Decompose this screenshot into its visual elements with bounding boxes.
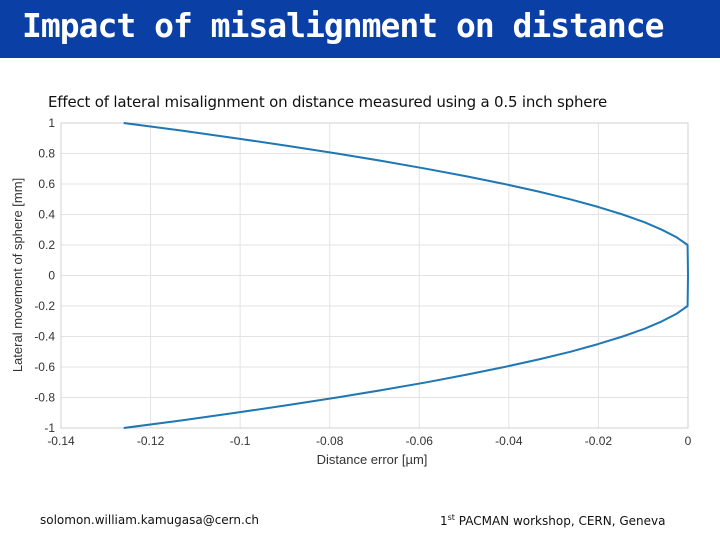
y-tick-label: 0.2 xyxy=(38,238,55,252)
y-tick-label: -0.8 xyxy=(34,391,55,405)
slide-title: Impact of misalignment on distance xyxy=(22,6,665,45)
x-tick-label: -0.12 xyxy=(137,434,165,448)
y-tick-label: -0.4 xyxy=(34,330,55,344)
series-layer xyxy=(123,122,689,429)
title-bar: Impact of misalignment on distance xyxy=(0,0,720,58)
y-tick-label: 0.6 xyxy=(38,177,55,191)
y-tick-label: 1 xyxy=(48,116,55,130)
tick-labels: -0.14 -0.12 -0.1 -0.08 -0.06 -0.04 -0.02 0 -1 -0.… xyxy=(34,116,691,448)
x-tick-label: -0.1 xyxy=(230,434,251,448)
footer-email: solomon.william.kamugasa@cern.ch xyxy=(40,513,260,527)
y-axis-label: Lateral movement of sphere [mm] xyxy=(10,178,25,372)
x-tick-label: -0.14 xyxy=(47,434,75,448)
y-tick-label: 0.8 xyxy=(38,147,55,161)
footer-event: 1st PACMAN workshop, CERN, Geneva xyxy=(440,513,665,528)
x-tick-label: -0.04 xyxy=(495,434,523,448)
x-axis-label: Distance error [µm] xyxy=(317,452,428,467)
line-chart: -0.14 -0.12 -0.1 -0.08 -0.06 -0.04 -0.02 0 -1 -0.… xyxy=(10,116,692,467)
y-tick-label: -1 xyxy=(44,421,55,435)
y-tick-label: -0.6 xyxy=(34,360,55,374)
x-tick-label: -0.02 xyxy=(585,434,613,448)
x-tick-label: -0.08 xyxy=(316,434,344,448)
x-tick-label: -0.06 xyxy=(406,434,434,448)
y-tick-label: 0 xyxy=(48,269,55,283)
y-tick-label: 0.4 xyxy=(38,208,55,222)
x-tick-label: 0 xyxy=(685,434,692,448)
footer-event-ordinal: st xyxy=(447,513,455,522)
y-tick-label: -0.2 xyxy=(34,299,55,313)
chart-title: Effect of lateral misalignment on distan… xyxy=(48,93,607,111)
footer-event-number: 1 xyxy=(440,514,448,528)
footer-event-text: PACMAN workshop, CERN, Geneva xyxy=(454,514,666,528)
series-line xyxy=(123,122,689,429)
